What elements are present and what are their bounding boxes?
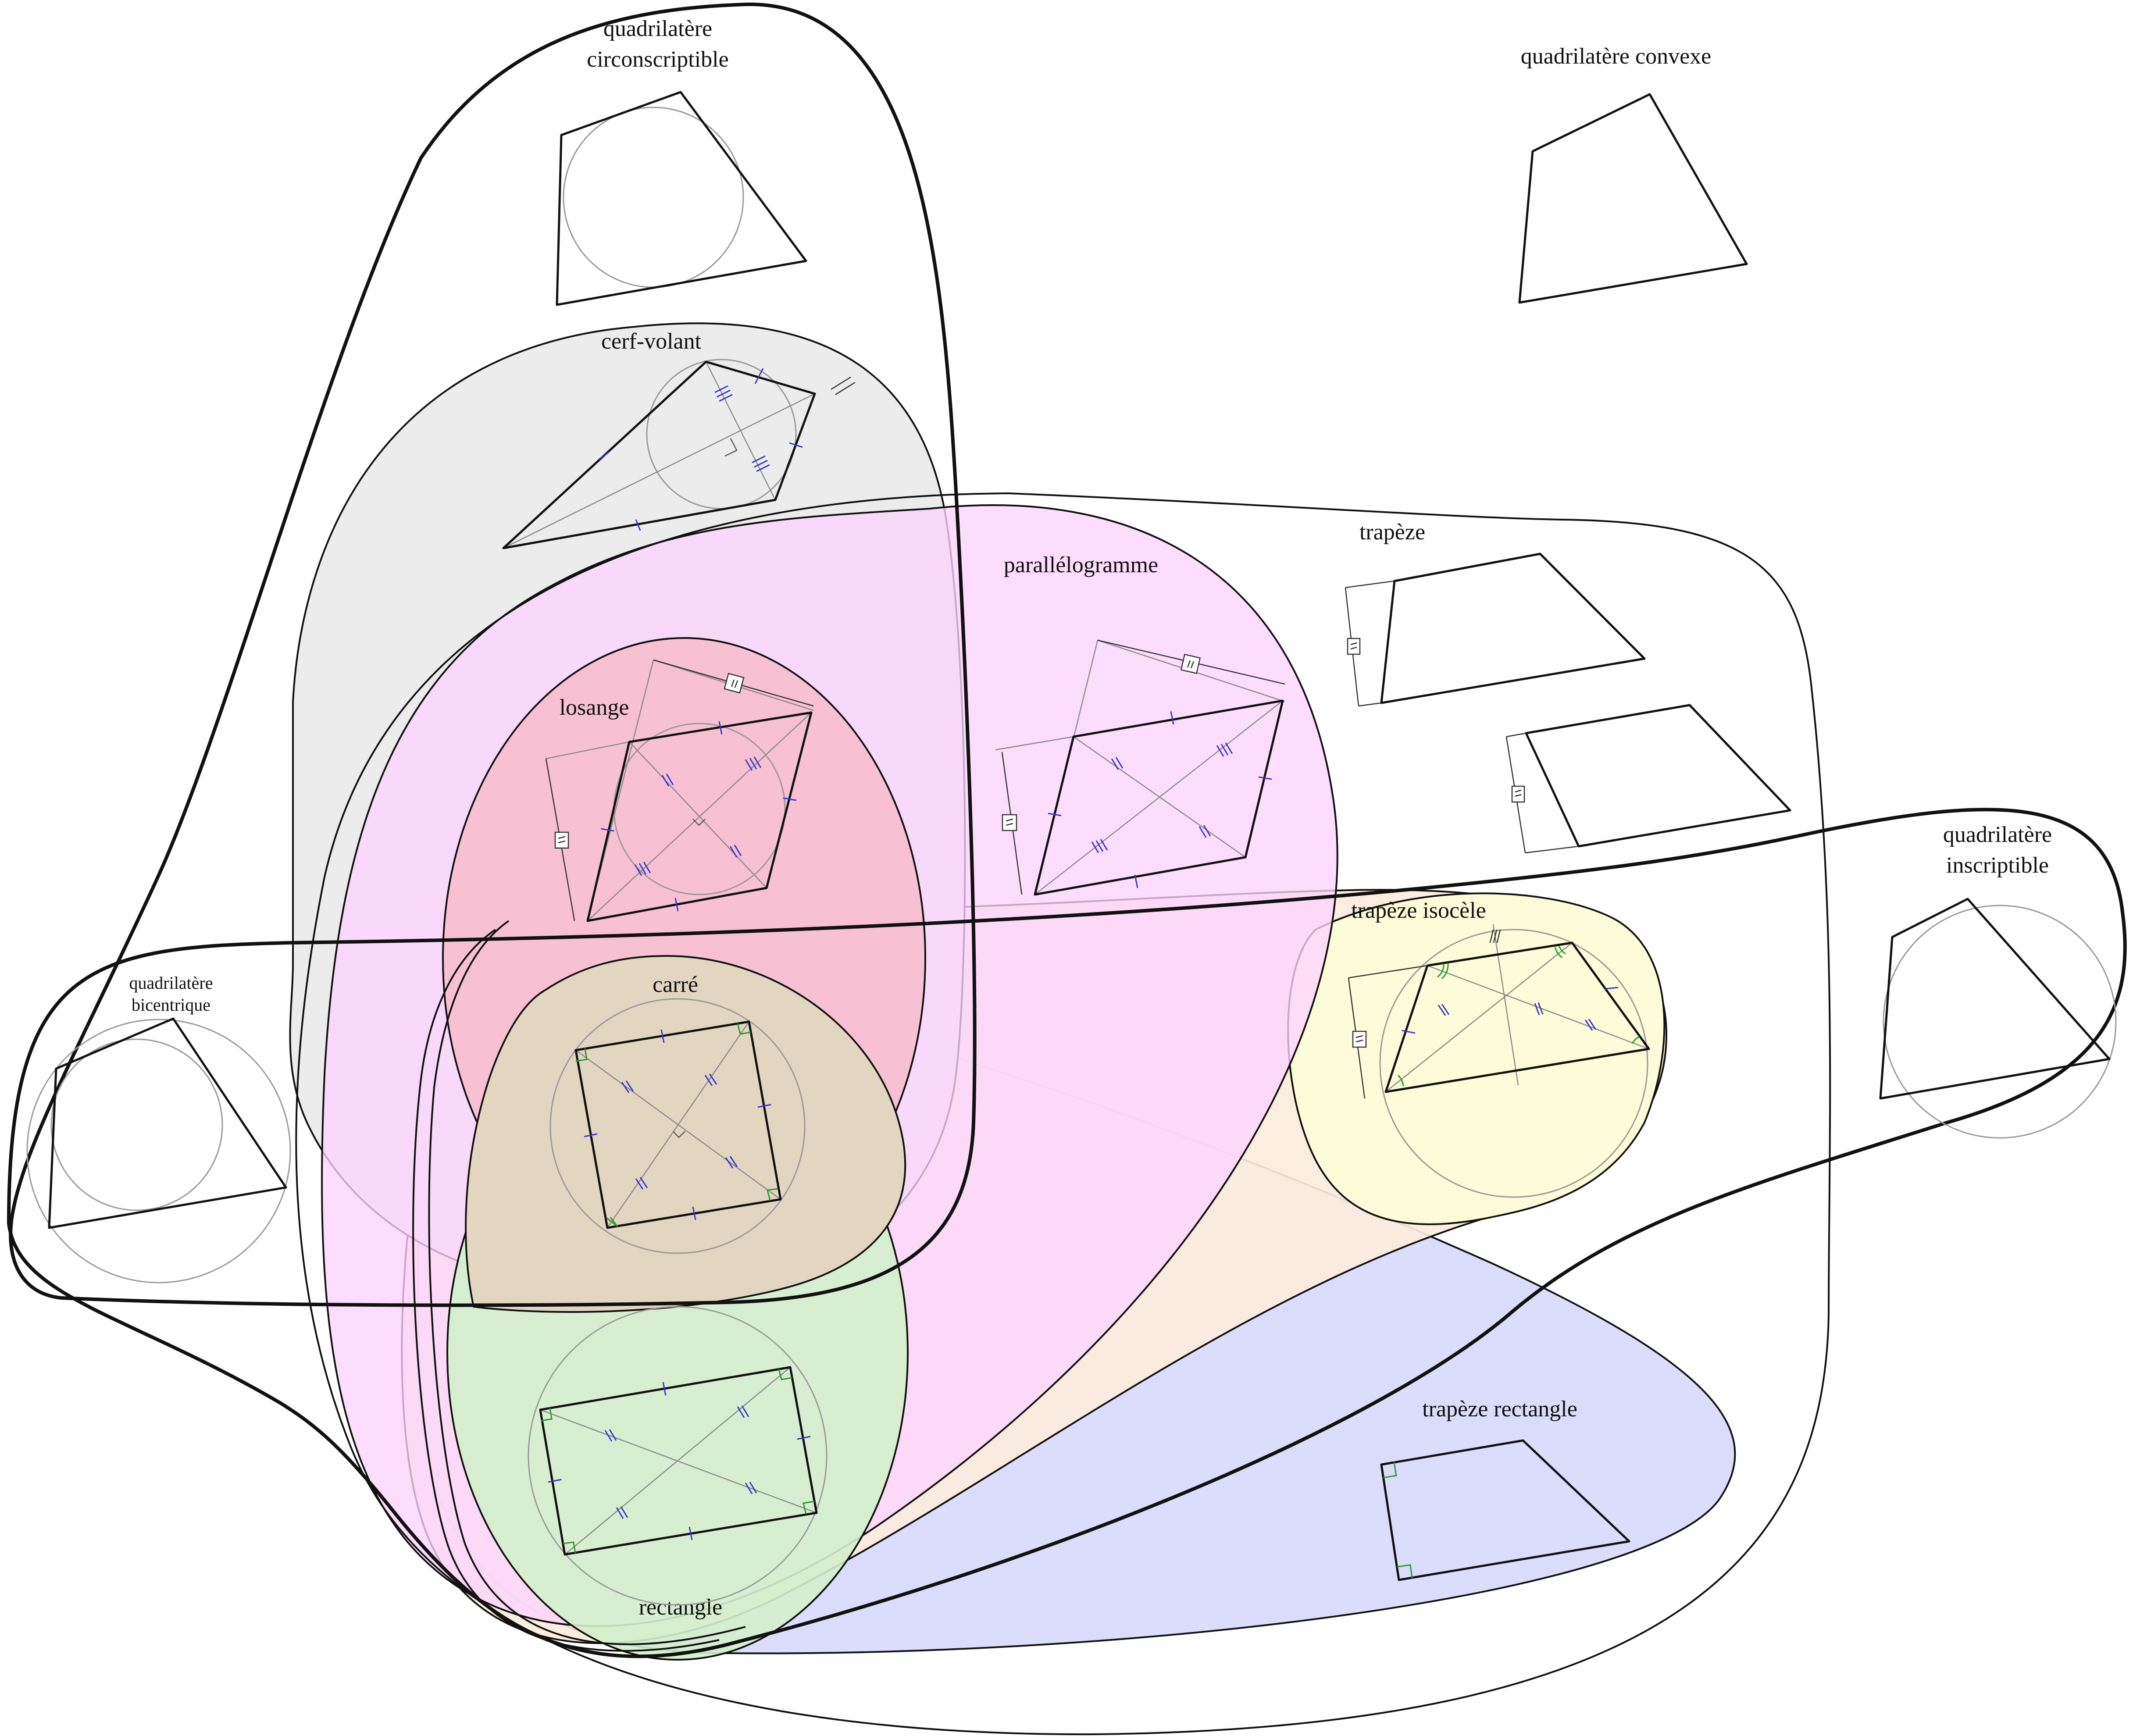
figure-trapeze-1 (1345, 553, 1646, 707)
figure-carre (549, 998, 806, 1254)
label-circonscriptible-line1: quadrilatère (603, 16, 712, 41)
label-circonscriptible-line2: circonscriptible (587, 47, 728, 72)
figure-bicentrique (26, 1017, 291, 1283)
label-trapeze-isocele: trapèze isocèle (1351, 898, 1486, 923)
figure-rectangle (528, 1306, 828, 1606)
trapeze-region (295, 492, 1831, 1736)
label-cerf-volant: cerf-volant (601, 329, 702, 354)
figure-cerf-volant (502, 359, 856, 549)
label-losange: losange (560, 695, 629, 720)
label-quadrilatere-convexe: quadrilatère convexe (1521, 44, 1712, 69)
trapeze-isocele-region (1287, 892, 1666, 1225)
figure-losange (545, 659, 814, 922)
label-rectangle: rectangle (639, 1595, 723, 1620)
figure-convexe (1518, 93, 1748, 304)
label-bicentrique-line2: bicentrique (132, 995, 210, 1015)
figure-circonscriptible (556, 91, 807, 306)
label-bicentrique-line1: quadrilatère (129, 973, 213, 993)
circonscriptible-region (9, 2, 977, 1307)
label-inscriptible-line1: quadrilatère (1943, 822, 2052, 847)
inscriptible-region (7, 808, 2127, 1658)
figure-trapeze-isocele (1348, 924, 1650, 1198)
label-trapeze: trapèze (1359, 520, 1425, 545)
isosceles-family-outline-3 (428, 920, 746, 1645)
label-parallelogramme: parallélogramme (1004, 553, 1158, 577)
figure-parallelogramme (995, 639, 1285, 896)
figure-trapeze-2 (1505, 704, 1791, 854)
figure-trapeze-rectangle (1380, 1439, 1630, 1581)
label-carre: carré (653, 972, 698, 997)
label-inscriptible-line2: inscriptible (1946, 853, 2049, 878)
figure-inscriptible (1879, 898, 2117, 1139)
label-trapeze-rectangle: trapèze rectangle (1422, 1397, 1577, 1422)
